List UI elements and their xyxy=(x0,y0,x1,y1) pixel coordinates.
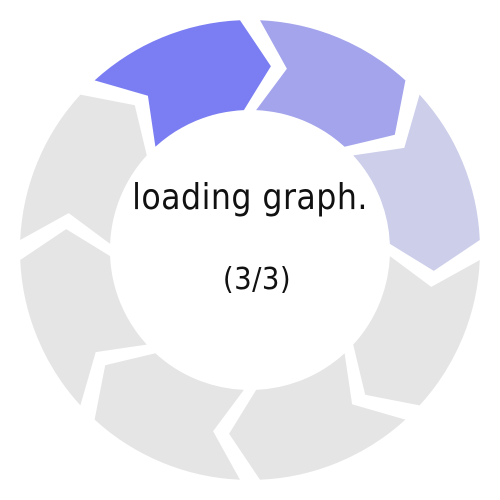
loading-progress-counter: (3/3) xyxy=(222,262,292,297)
spinner-segment xyxy=(94,20,271,147)
spinner-segment xyxy=(229,353,406,480)
spinner-segment xyxy=(353,256,480,406)
spinner-segment xyxy=(256,20,406,147)
spinner-segment xyxy=(94,353,244,480)
loading-title: loading graph. xyxy=(132,177,368,218)
spinner-segment xyxy=(353,94,480,271)
spinner-segment xyxy=(20,229,147,406)
spinner-segment xyxy=(20,94,147,244)
